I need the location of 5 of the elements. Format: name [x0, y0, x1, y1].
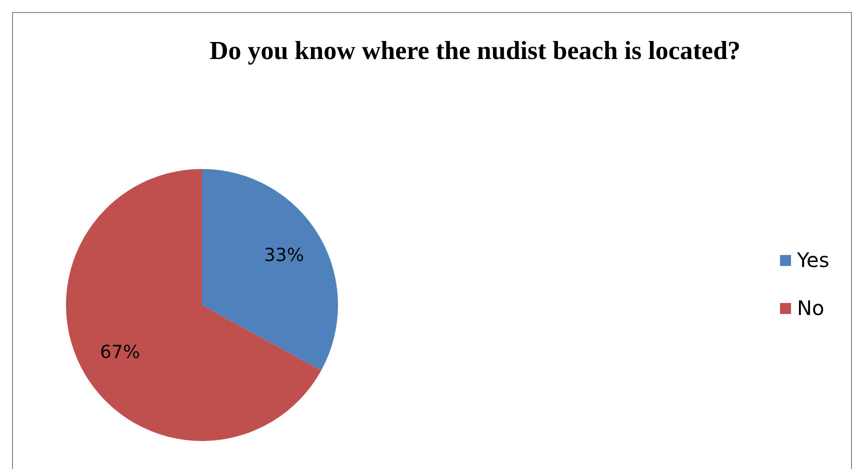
chart-title: Do you know where the nudist beach is located?: [208, 36, 742, 66]
legend-label: No: [797, 296, 824, 320]
data-label: 67%: [100, 342, 140, 364]
legend-label: Yes: [797, 248, 830, 272]
data-label: 33%: [264, 245, 304, 266]
